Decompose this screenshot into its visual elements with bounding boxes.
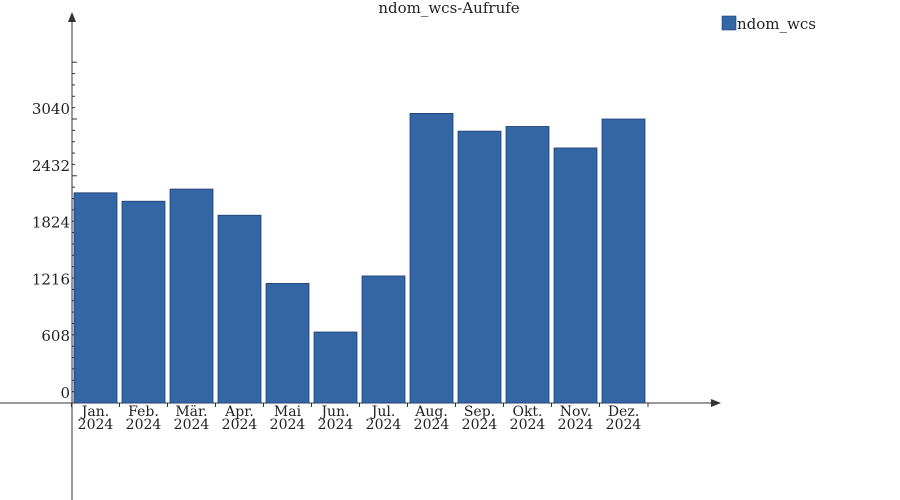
x-tick-label-year: 2024: [558, 417, 594, 433]
x-tick-label-month: Mai: [274, 404, 302, 420]
legend-label: ndom_wcs: [737, 15, 816, 33]
x-tick-label-month: Jan.: [80, 404, 109, 420]
x-tick-label-year: 2024: [126, 417, 162, 433]
x-tick-label-month: Apr.: [224, 404, 254, 420]
bar: [217, 214, 262, 404]
bar: [409, 112, 454, 404]
x-tick-labels: Jan.2024Feb.2024Mär.2024Apr.2024Mai2024J…: [71, 403, 649, 433]
x-tick-label-year: 2024: [222, 417, 258, 433]
x-axis-arrow: [711, 399, 721, 407]
y-tick-label: 2432: [32, 157, 70, 175]
y-tick-label: 1216: [32, 270, 70, 288]
chart-title: ndom_wcs-Aufrufe: [378, 0, 519, 17]
x-tick-label-year: 2024: [606, 417, 642, 433]
x-tick-label-month: Jul.: [370, 404, 396, 420]
y-tick-label: 608: [41, 327, 70, 345]
x-tick-label-month: Mär.: [175, 404, 207, 420]
y-axis-arrow: [68, 12, 76, 22]
x-tick-label-month: Nov.: [560, 404, 591, 420]
bar: [457, 130, 502, 404]
x-tick-label-year: 2024: [462, 417, 498, 433]
legend-swatch: [721, 15, 737, 31]
x-tick-label-year: 2024: [318, 417, 354, 433]
y-tick-label: 1824: [32, 214, 70, 232]
bar: [313, 331, 358, 404]
legend: ndom_wcs: [721, 15, 816, 33]
y-tick-label: 3040: [32, 100, 70, 118]
bar: [601, 118, 646, 404]
x-tick-label-year: 2024: [78, 417, 114, 433]
x-tick-label-year: 2024: [174, 417, 210, 433]
x-tick-label-month: Feb.: [128, 404, 159, 420]
x-tick-label-year: 2024: [414, 417, 450, 433]
bar: [265, 283, 310, 404]
bars: [73, 112, 646, 404]
x-tick-label-year: 2024: [270, 417, 306, 433]
bar: [169, 188, 214, 404]
bar: [121, 200, 166, 404]
bar: [505, 126, 550, 404]
x-tick-label-month: Dez.: [608, 404, 639, 420]
bar: [553, 147, 598, 404]
y-tick-labels: 0 608 1216 1824 2432 3040: [32, 100, 70, 402]
x-tick-label-month: Sep.: [464, 404, 495, 420]
x-tick-label-month: Aug.: [414, 404, 448, 420]
bar: [73, 192, 118, 404]
x-tick-label-year: 2024: [366, 417, 402, 433]
x-tick-label-month: Jun.: [319, 404, 349, 420]
bar: [361, 275, 406, 404]
x-tick-label-year: 2024: [510, 417, 546, 433]
y-tick-label: 0: [60, 384, 70, 402]
x-tick-label-month: Okt.: [512, 404, 542, 420]
